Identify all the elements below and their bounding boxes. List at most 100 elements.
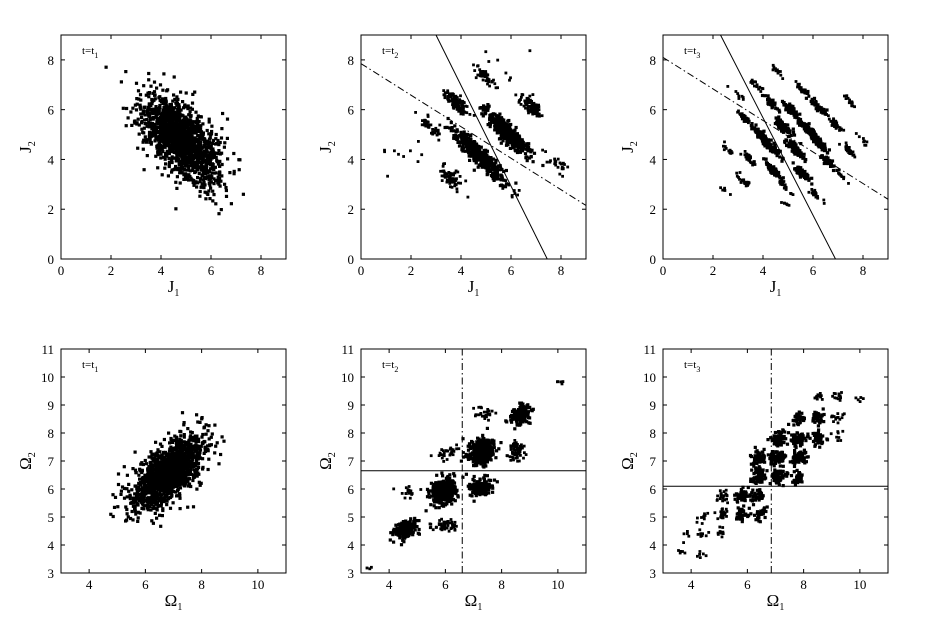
- data-point: [488, 84, 491, 88]
- data-point: [476, 73, 480, 77]
- data-point: [187, 121, 191, 125]
- data-point: [806, 126, 810, 130]
- data-point: [144, 492, 148, 496]
- data-point: [180, 480, 184, 484]
- data-point: [504, 168, 508, 173]
- data-point: [467, 154, 471, 158]
- data-point: [862, 137, 865, 140]
- data-point: [187, 166, 191, 170]
- data-point: [184, 151, 188, 155]
- data-point: [529, 107, 533, 111]
- data-point: [137, 497, 141, 501]
- data-point: [152, 108, 156, 112]
- time-annotation: t=t3: [684, 45, 700, 60]
- data-point: [163, 166, 167, 170]
- data-point: [164, 96, 168, 101]
- data-point: [461, 142, 465, 146]
- data-point: [162, 106, 166, 110]
- data-point: [734, 90, 738, 93]
- data-point: [148, 133, 152, 138]
- data-point: [151, 126, 155, 130]
- data-point: [157, 498, 161, 502]
- data-point: [167, 151, 171, 155]
- data-point: [162, 491, 166, 495]
- data-point: [175, 103, 179, 107]
- data-point: [109, 512, 113, 516]
- point-cluster-17: [778, 176, 795, 196]
- data-point: [184, 164, 188, 168]
- data-point: [769, 168, 774, 172]
- data-point: [560, 162, 564, 166]
- data-point: [863, 139, 866, 143]
- y-axis-label-subscript: 2: [327, 141, 338, 146]
- data-point: [745, 157, 749, 161]
- data-point: [463, 136, 467, 140]
- y-axis-label-subscript: 2: [629, 141, 640, 146]
- data-point: [204, 152, 208, 156]
- data-point: [124, 70, 128, 74]
- data-point: [158, 83, 163, 87]
- data-point: [507, 130, 511, 134]
- data-point: [792, 133, 797, 137]
- data-point: [801, 156, 805, 160]
- data-point: [818, 137, 822, 141]
- data-point: [523, 152, 528, 156]
- data-point: [190, 125, 194, 129]
- data-point: [174, 134, 179, 138]
- data-point: [195, 116, 199, 121]
- data-point: [472, 168, 476, 172]
- data-point: [160, 97, 165, 101]
- data-point: [778, 126, 782, 130]
- data-point: [149, 450, 153, 454]
- data-point: [218, 171, 222, 175]
- data-point: [790, 145, 794, 149]
- x-tick-label: 0: [358, 263, 365, 278]
- data-point: [175, 95, 179, 99]
- data-point: [197, 120, 201, 124]
- data-point: [799, 170, 803, 174]
- data-point: [197, 165, 201, 169]
- data-point: [449, 99, 453, 103]
- data-point: [518, 137, 522, 141]
- data-point: [485, 157, 489, 161]
- data-point: [486, 82, 489, 86]
- data-point: [210, 129, 214, 134]
- data-point: [173, 167, 177, 171]
- data-point: [554, 163, 558, 167]
- data-point: [163, 128, 167, 133]
- data-point: [178, 127, 182, 131]
- data-point: [174, 490, 178, 494]
- data-point: [119, 80, 123, 84]
- data-point: [139, 487, 143, 491]
- data-point: [739, 152, 743, 156]
- data-point: [476, 158, 480, 162]
- y-tick-label: 8: [650, 53, 657, 68]
- data-point: [168, 128, 172, 132]
- data-point: [823, 142, 827, 146]
- data-point: [465, 111, 469, 115]
- data-point: [499, 141, 503, 145]
- data-point: [176, 110, 180, 114]
- data-point: [182, 173, 186, 177]
- data-point: [204, 149, 208, 153]
- point-cluster-18: [735, 171, 751, 188]
- data-point: [499, 127, 503, 131]
- data-point: [814, 101, 818, 105]
- plot-frame: [60, 34, 287, 260]
- data-point: [190, 137, 194, 141]
- data-point: [754, 129, 758, 133]
- data-point: [762, 135, 766, 139]
- data-point: [814, 191, 817, 194]
- data-point: [164, 122, 168, 126]
- data-point: [148, 137, 152, 141]
- data-point: [192, 120, 196, 124]
- data-point: [184, 172, 188, 176]
- data-point: [191, 127, 196, 131]
- data-point: [768, 146, 772, 150]
- data-point: [450, 172, 454, 176]
- point-cluster-23: [843, 94, 856, 109]
- data-point: [534, 111, 537, 115]
- data-point: [842, 175, 846, 179]
- data-point: [164, 100, 168, 104]
- data-point: [525, 96, 529, 100]
